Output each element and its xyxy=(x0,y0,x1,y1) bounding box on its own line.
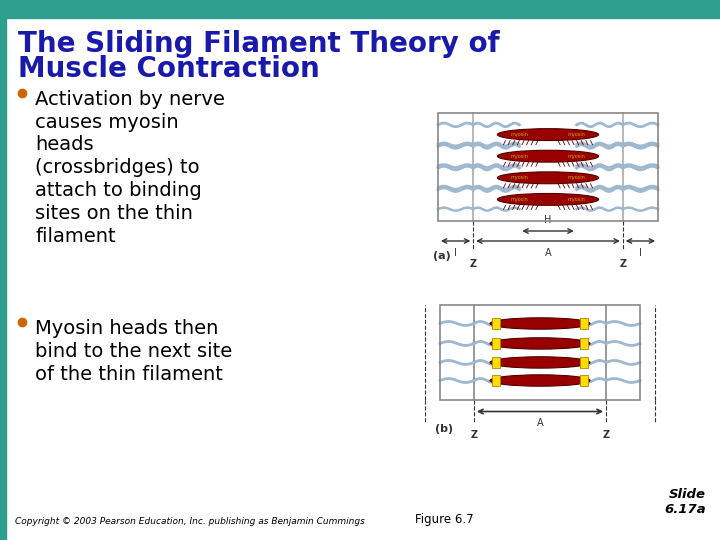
Text: Copyright © 2003 Pearson Education, Inc. publishing as Benjamin Cummings: Copyright © 2003 Pearson Education, Inc.… xyxy=(15,517,365,526)
Text: Figure 6.7: Figure 6.7 xyxy=(415,513,474,526)
Bar xyxy=(440,305,640,400)
Ellipse shape xyxy=(498,193,598,205)
Text: Z: Z xyxy=(469,259,477,269)
Text: myosin: myosin xyxy=(567,197,585,202)
Text: (a): (a) xyxy=(433,251,451,261)
Ellipse shape xyxy=(490,338,590,349)
Text: H: H xyxy=(544,215,552,225)
Text: A: A xyxy=(536,418,544,429)
Bar xyxy=(492,357,500,368)
Bar xyxy=(438,113,658,221)
Text: I: I xyxy=(639,248,642,258)
Bar xyxy=(492,339,500,349)
Text: myosin: myosin xyxy=(510,132,528,137)
Text: Z: Z xyxy=(603,429,610,440)
Text: Z: Z xyxy=(619,259,626,269)
Text: I: I xyxy=(454,248,457,258)
Text: A: A xyxy=(545,248,552,258)
Text: myosin: myosin xyxy=(510,176,528,180)
Bar xyxy=(0,0,720,18)
Ellipse shape xyxy=(498,129,598,140)
Text: Muscle Contraction: Muscle Contraction xyxy=(18,55,320,83)
Ellipse shape xyxy=(490,357,590,368)
Bar xyxy=(580,357,588,368)
Ellipse shape xyxy=(498,172,598,184)
Bar xyxy=(580,319,588,329)
Bar xyxy=(0,18,6,540)
Bar xyxy=(492,319,500,329)
Text: myosin: myosin xyxy=(510,154,528,159)
Text: Slide
6.17a: Slide 6.17a xyxy=(665,488,706,516)
Ellipse shape xyxy=(498,150,598,162)
Text: myosin: myosin xyxy=(567,132,585,137)
Bar xyxy=(580,339,588,349)
Ellipse shape xyxy=(490,318,590,329)
Text: Z: Z xyxy=(470,429,477,440)
Text: myosin: myosin xyxy=(510,197,528,202)
Text: Activation by nerve
causes myosin
heads
(crossbridges) to
attach to binding
site: Activation by nerve causes myosin heads … xyxy=(35,90,225,246)
Text: myosin: myosin xyxy=(567,154,585,159)
Text: (b): (b) xyxy=(435,423,453,434)
Text: myosin: myosin xyxy=(567,176,585,180)
Text: Myosin heads then
bind to the next site
of the thin filament: Myosin heads then bind to the next site … xyxy=(35,319,233,383)
Text: The Sliding Filament Theory of: The Sliding Filament Theory of xyxy=(18,30,500,58)
Ellipse shape xyxy=(490,375,590,386)
Bar xyxy=(580,375,588,386)
Bar xyxy=(492,375,500,386)
